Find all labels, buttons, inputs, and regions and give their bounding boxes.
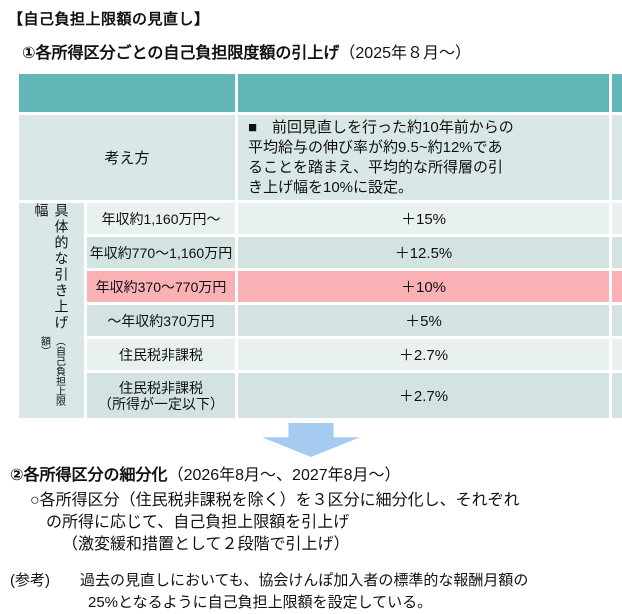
section2-line: ○各所得区分（住民税非課税を除く）を３区分に細分化し、それぞれ [30,492,520,509]
edge-cell [612,237,622,268]
side-header-main: 具体的な引き上げ幅 [33,203,70,331]
rate-cell: ＋12.5% [238,237,609,268]
income-cell: 住民税非課税 （所得が一定以下） [87,373,235,418]
rate-cell: ＋2.7% [238,373,609,418]
vertical-text: 具体的な引き上げ幅 （自己負担上限額） [32,203,72,418]
income-cell: 年収約770～1,160万円 [87,237,235,268]
edge-cell [612,271,622,302]
table-header-left-cell [19,74,235,112]
reference-note: (参考) 過去の見直しにおいても、協会けんぽ加入者の標準的な報酬月額の 25%と… [0,570,622,614]
section2-line: の所得に応じて、自己負担上限額を引上げ [46,514,350,531]
arrow-container [0,423,622,457]
approach-label-cell: 考え方 [19,115,235,200]
section1-heading-note: （2025年８月～） [339,45,471,62]
income-line-1: 住民税非課税 [119,379,203,396]
section2-heading-text: ②各所得区分の細分化 [10,467,168,484]
edge-cell [612,305,622,336]
rate-cell: ＋5% [238,305,609,336]
page-title: 【自己負担上限額の見直し】 [8,11,210,28]
rate-cell-highlighted: ＋10% [238,271,609,302]
side-header-sub: （自己負担上限額） [38,335,65,406]
approach-line: ることを踏まえ、平均的な所得層の引 [248,158,504,176]
income-cell: 年収約1,160万円～ [87,203,235,234]
income-cell: 住民税非課税 [87,339,235,370]
section2-body: ○各所得区分（住民税非課税を除く）を３区分に細分化し、それぞれ の所得に応じて、… [0,490,622,556]
income-cell-highlighted: 年収約370～770万円 [87,271,235,302]
approach-line: 平均給与の伸び率が約9.5~約12%であ [248,138,503,156]
section1-heading: ①各所得区分ごとの自己負担限度額の引上げ（2025年８月～） [22,39,622,63]
reference-line: (参考) 過去の見直しにおいても、協会けんぽ加入者の標準的な報酬月額の [10,572,529,589]
edge-cell [612,339,622,370]
down-arrow-icon [262,423,360,457]
income-line-2: （所得が一定以下） [98,395,224,412]
section2-heading-note: （2026年8月～、2027年8月～） [167,467,401,484]
table-header-right-cell [238,74,609,112]
section2-heading: ②各所得区分の細分化（2026年8月～、2027年8月～） [10,461,622,485]
section1-heading-text: ①各所得区分ごとの自己負担限度額の引上げ [22,45,340,62]
side-header-cell: 具体的な引き上げ幅 （自己負担上限額） [19,203,84,418]
burden-limit-table: 考え方 ■ 前回見直しを行った約10年前からの 平均給与の伸び率が約9.5~約1… [19,74,622,418]
rate-cell: ＋2.7% [238,339,609,370]
income-cell: ～年収約370万円 [87,305,235,336]
page: 【自己負担上限額の見直し】 ①各所得区分ごとの自己負担限度額の引上げ（2025年… [0,8,622,611]
table-header-edge-cell [612,74,622,112]
approach-text-cell: ■ 前回見直しを行った約10年前からの 平均給与の伸び率が約9.5~約12%であ… [238,115,609,200]
edge-cell [612,373,622,418]
approach-line: き上げ幅を10%に設定。 [248,178,414,196]
approach-edge-cell [612,115,622,200]
section2-line: （激変緩和措置として２段階で引上げ） [62,536,350,553]
rate-cell: ＋15% [238,203,609,234]
approach-line: ■ 前回見直しを行った約10年前からの [248,118,514,136]
edge-cell [612,203,622,234]
income-two-line: 住民税非課税 （所得が一定以下） [98,380,224,412]
reference-line: 25%となるように自己負担上限額を設定している。 [88,594,433,611]
